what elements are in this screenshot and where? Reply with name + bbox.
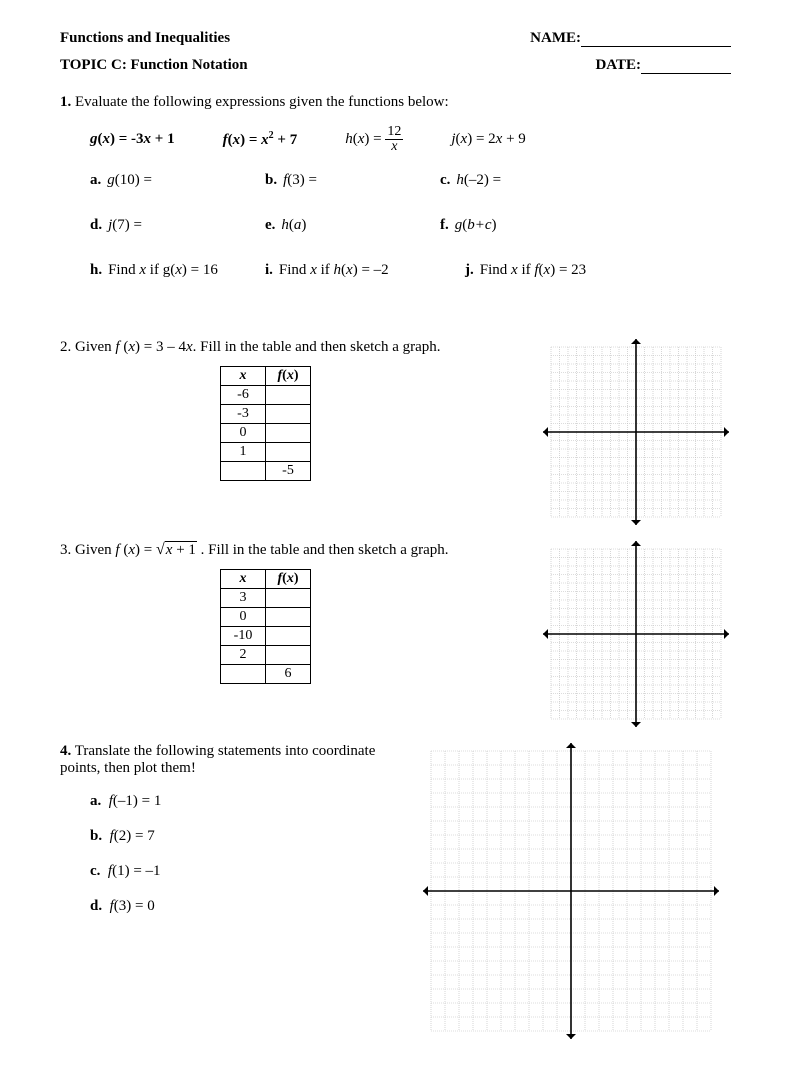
q1-c-text: h(–2) = [456, 172, 501, 189]
q2-text-col: 2. Given f (x) = 3 – 4x. Fill in the tab… [60, 339, 541, 481]
q1-e: e.h(a) [265, 217, 440, 234]
q1-b-text: f(3) = [283, 172, 317, 189]
question-3: 3. Given f (x) = x + 1 . Fill in the tab… [60, 541, 731, 727]
q2-prompt: 2. Given f (x) = 3 – 4x. Fill in the tab… [60, 339, 541, 356]
grid-graph-small [543, 541, 729, 727]
table-cell [266, 405, 311, 424]
table-cell: 0 [221, 608, 266, 627]
date-field[interactable]: DATE: [595, 57, 731, 74]
q2-th-x: x [221, 367, 266, 386]
header-row-2: TOPIC C: Function Notation DATE: [60, 57, 731, 74]
q2-tbody: -6-301-5 [221, 386, 311, 481]
name-field[interactable]: NAME: [530, 30, 731, 47]
q1-j-text: Find x if f(x) = 23 [480, 262, 586, 279]
q4-graph-col [411, 743, 731, 1039]
func-j: j(x) = 2x + 9 [451, 131, 525, 148]
table-cell [266, 589, 311, 608]
q1-j: j.Find x if f(x) = 23 [465, 262, 586, 279]
q1-b: b.f(3) = [265, 172, 440, 189]
func-h: h(x) = 12x [345, 125, 403, 154]
q3-tbody: 30-1026 [221, 589, 311, 684]
table-cell [266, 443, 311, 462]
table-cell: 2 [221, 646, 266, 665]
func-f: f(x) = x2 + 7 [223, 130, 298, 149]
table-cell: 6 [266, 665, 311, 684]
table-cell [221, 462, 266, 481]
q4-a: a. f(–1) = 1 [90, 793, 381, 810]
q1-h: h.Find x if g(x) = 16 [90, 262, 265, 279]
q1-row-2: d.j(7) = e.h(a) f.g(b+c) [90, 217, 731, 234]
table-cell: -10 [221, 627, 266, 646]
table-cell: -6 [221, 386, 266, 405]
q1-i: i.Find x if h(x) = –2 [265, 262, 465, 279]
table-cell [221, 665, 266, 684]
name-blank[interactable] [581, 46, 731, 47]
q2-graph-col [541, 339, 731, 525]
q2-th-fx: f(x) [266, 367, 311, 386]
table-cell: -5 [266, 462, 311, 481]
q3-graph-col [541, 541, 731, 727]
q1-d: d.j(7) = [90, 217, 265, 234]
q1-row-3: h.Find x if g(x) = 16 i.Find x if h(x) =… [90, 262, 731, 279]
grid-graph-big [423, 743, 719, 1039]
q3-th-fx: f(x) [266, 570, 311, 589]
q4-items: a. f(–1) = 1 b. f(2) = 7 c. f(1) = –1 d.… [90, 793, 381, 915]
q1-a-text: g(10) = [107, 172, 152, 189]
q1-prompt: 1. Evaluate the following expressions gi… [60, 94, 731, 111]
q1-f-text: g(b+c) [455, 217, 497, 234]
q1-d-text: j(7) = [108, 217, 142, 234]
table-cell: 0 [221, 424, 266, 443]
question-1: 1. Evaluate the following expressions gi… [60, 94, 731, 279]
table-cell [266, 386, 311, 405]
grid-graph-small [543, 339, 729, 525]
q1-e-text: h(a) [281, 217, 306, 234]
q3-th-x: x [221, 570, 266, 589]
question-4: 4. Translate the following statements in… [60, 743, 731, 1039]
q1-row-1: a.g(10) = b.f(3) = c.h(–2) = [90, 172, 731, 189]
func-g: g(x) = -3x + 1 [90, 131, 175, 148]
q2-table: xf(x) -6-301-5 [220, 366, 311, 481]
question-2: 2. Given f (x) = 3 – 4x. Fill in the tab… [60, 339, 731, 525]
q1-h-text: Find x if g(x) = 16 [108, 262, 218, 279]
table-cell: -3 [221, 405, 266, 424]
table-cell: 3 [221, 589, 266, 608]
q4-prompt: 4. Translate the following statements in… [60, 743, 381, 777]
q3-text-col: 3. Given f (x) = x + 1 . Fill in the tab… [60, 541, 541, 684]
table-cell [266, 608, 311, 627]
q1-a: a.g(10) = [90, 172, 265, 189]
worksheet-page: Functions and Inequalities NAME: TOPIC C… [0, 0, 791, 1087]
table-cell [266, 627, 311, 646]
q3-table: xf(x) 30-1026 [220, 569, 311, 684]
q4-b: b. f(2) = 7 [90, 828, 381, 845]
q4-c: c. f(1) = –1 [90, 863, 381, 880]
table-cell [266, 424, 311, 443]
header-row-1: Functions and Inequalities NAME: [60, 30, 731, 47]
q1-f: f.g(b+c) [440, 217, 497, 234]
q3-prompt: 3. Given f (x) = x + 1 . Fill in the tab… [60, 541, 541, 559]
q4-d: d. f(3) = 0 [90, 898, 381, 915]
title: Functions and Inequalities [60, 30, 230, 47]
q1-functions: g(x) = -3x + 1 f(x) = x2 + 7 h(x) = 12x … [90, 125, 731, 154]
q1-i-text: Find x if h(x) = –2 [279, 262, 389, 279]
q1-c: c.h(–2) = [440, 172, 501, 189]
topic: TOPIC C: Function Notation [60, 57, 248, 74]
table-cell [266, 646, 311, 665]
table-cell: 1 [221, 443, 266, 462]
date-blank[interactable] [641, 73, 731, 74]
